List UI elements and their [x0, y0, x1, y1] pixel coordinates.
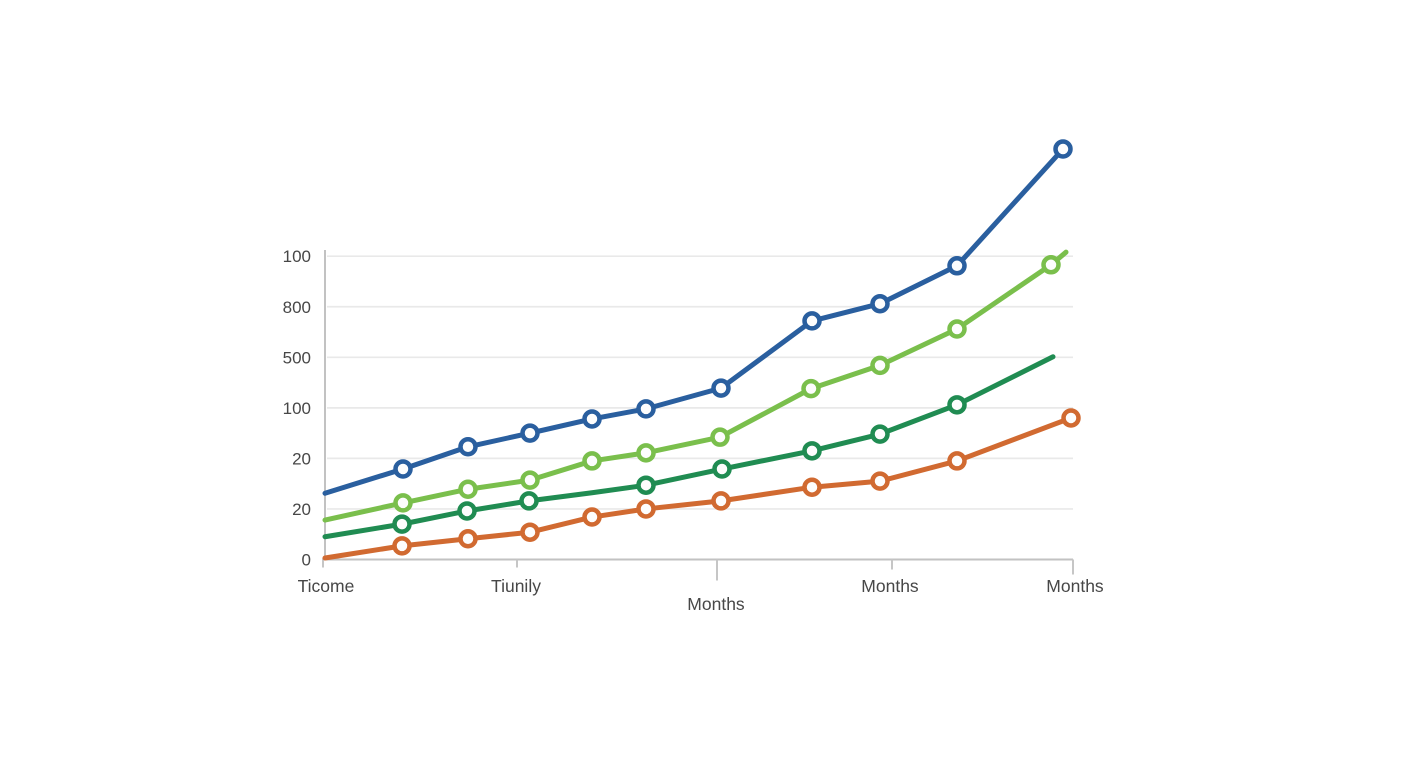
data-point-green-light	[710, 427, 730, 447]
data-point-blue	[802, 311, 822, 331]
data-point-orange	[392, 536, 412, 556]
data-point-blue	[636, 399, 656, 419]
x-axis-label: Ticome	[298, 576, 355, 596]
y-axis-label: 500	[283, 348, 311, 367]
x-axis-label: Tiunily	[491, 576, 541, 596]
data-point-green-dark	[947, 395, 967, 415]
y-axis-label: 100	[283, 399, 311, 418]
y-axis-label: 0	[302, 551, 311, 570]
data-point-orange	[802, 477, 822, 497]
x-axis-label: Months	[1046, 576, 1104, 596]
data-point-orange	[711, 491, 731, 511]
data-point-green-light	[582, 451, 602, 471]
data-point-green-dark	[636, 475, 656, 495]
data-point-orange	[636, 499, 656, 519]
data-point-orange	[582, 507, 602, 527]
data-point-green-light	[1041, 255, 1061, 275]
y-axis-label: 20	[292, 449, 311, 468]
data-point-green-light	[870, 355, 890, 376]
data-point-green-dark	[392, 514, 412, 534]
data-point-blue	[1053, 139, 1073, 159]
data-point-green-dark	[519, 491, 539, 511]
data-point-green-dark	[802, 441, 822, 461]
data-point-blue	[393, 459, 413, 479]
data-point-green-light	[393, 493, 413, 513]
data-point-orange	[1061, 408, 1081, 428]
data-point-orange	[458, 529, 478, 549]
y-axis-label: 20	[292, 500, 311, 519]
data-point-green-light	[801, 378, 821, 399]
data-point-green-dark	[870, 424, 890, 444]
data-point-orange	[520, 522, 540, 542]
data-point-green-light	[636, 443, 656, 463]
series-line-green-light	[322, 249, 1069, 523]
data-point-blue	[711, 378, 731, 398]
series-line-orange	[322, 415, 1074, 561]
data-point-blue	[582, 409, 602, 429]
data-point-green-dark	[457, 501, 477, 521]
data-point-green-light	[947, 319, 967, 339]
y-axis-label: 100	[283, 247, 311, 266]
data-point-blue	[870, 293, 890, 314]
x-axis-label: Months	[861, 576, 919, 596]
data-point-orange	[947, 451, 967, 471]
data-point-green-light	[458, 479, 478, 499]
data-point-blue	[520, 423, 540, 443]
y-axis-label: 800	[283, 298, 311, 317]
data-point-green-light	[520, 470, 540, 490]
data-point-blue	[458, 437, 478, 457]
data-point-orange	[870, 471, 890, 491]
x-axis-label: Months	[687, 594, 745, 614]
data-point-green-dark	[712, 459, 732, 479]
data-point-blue	[947, 256, 967, 276]
